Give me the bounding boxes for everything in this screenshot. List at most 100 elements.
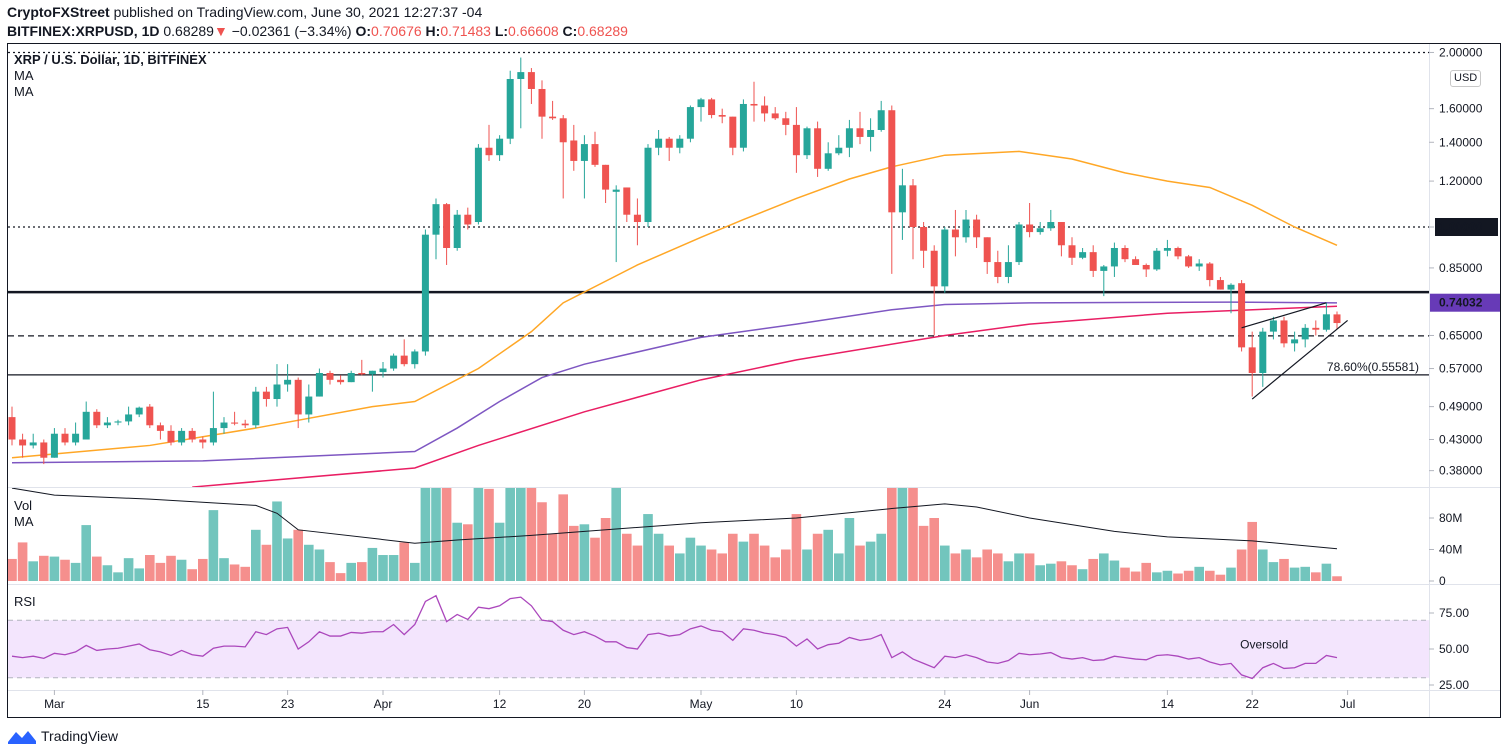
candle[interactable]: [29, 433, 37, 449]
candle[interactable]: [665, 136, 673, 161]
legend-vol-ma[interactable]: MA: [14, 514, 34, 529]
candle[interactable]: [909, 179, 917, 260]
legend-vol[interactable]: Vol: [14, 498, 33, 513]
candle[interactable]: [294, 377, 302, 429]
candle[interactable]: [750, 81, 758, 122]
candle[interactable]: [1206, 262, 1214, 287]
candle[interactable]: [61, 428, 69, 446]
candle[interactable]: [337, 375, 345, 385]
candle[interactable]: [1132, 256, 1140, 265]
candle[interactable]: [1163, 239, 1171, 257]
candle[interactable]: [623, 187, 631, 223]
candle[interactable]: [1110, 242, 1118, 277]
candle[interactable]: [1153, 247, 1161, 271]
candle[interactable]: [1259, 327, 1267, 387]
publisher[interactable]: CryptoFXStreet: [7, 4, 110, 20]
candle[interactable]: [315, 368, 323, 397]
candle[interactable]: [379, 362, 387, 378]
candle[interactable]: [782, 111, 790, 136]
candle[interactable]: [559, 115, 567, 199]
currency-button[interactable]: USD: [1450, 70, 1482, 87]
candle[interactable]: [50, 428, 58, 458]
candle[interactable]: [1079, 247, 1087, 260]
candle[interactable]: [1312, 320, 1320, 336]
candle[interactable]: [655, 129, 663, 156]
candle[interactable]: [973, 214, 981, 248]
candle[interactable]: [82, 401, 90, 440]
candle[interactable]: [496, 135, 504, 161]
candle[interactable]: [167, 425, 175, 446]
candle[interactable]: [814, 121, 822, 177]
candle[interactable]: [1333, 311, 1341, 330]
candle[interactable]: [835, 135, 843, 156]
candle[interactable]: [1227, 283, 1235, 314]
candle[interactable]: [1216, 276, 1224, 290]
candle[interactable]: [856, 111, 864, 145]
candle[interactable]: [400, 339, 408, 367]
candle[interactable]: [824, 142, 832, 171]
candle[interactable]: [1015, 222, 1023, 265]
candle[interactable]: [390, 353, 398, 371]
candle[interactable]: [241, 419, 249, 429]
candle[interactable]: [591, 131, 599, 167]
candle[interactable]: [1280, 316, 1288, 348]
candle[interactable]: [411, 349, 419, 369]
candle[interactable]: [188, 428, 196, 443]
candle[interactable]: [421, 229, 429, 356]
candle[interactable]: [19, 433, 27, 458]
candle[interactable]: [209, 391, 217, 446]
candle[interactable]: [729, 116, 737, 156]
legend-ma-1[interactable]: MA: [14, 68, 34, 83]
candle[interactable]: [888, 105, 896, 274]
candle[interactable]: [718, 108, 726, 124]
candle[interactable]: [612, 185, 620, 263]
candle[interactable]: [114, 419, 122, 426]
candle[interactable]: [464, 207, 472, 230]
candle[interactable]: [1047, 209, 1055, 231]
candle[interactable]: [898, 168, 906, 240]
candle[interactable]: [983, 237, 991, 274]
legend-rsi[interactable]: RSI: [14, 594, 36, 609]
candle[interactable]: [538, 80, 546, 139]
candle[interactable]: [920, 222, 928, 268]
candle[interactable]: [697, 97, 705, 122]
candle[interactable]: [771, 107, 779, 120]
footer-brand[interactable]: TradingView: [7, 728, 118, 744]
candle[interactable]: [506, 70, 514, 145]
legend-title[interactable]: XRP / U.S. Dollar, 1D, BITFINEX: [14, 52, 207, 67]
candle[interactable]: [633, 198, 641, 246]
candle[interactable]: [676, 135, 684, 154]
candle[interactable]: [156, 422, 164, 440]
candle[interactable]: [549, 100, 557, 120]
candle[interactable]: [8, 406, 16, 446]
candle[interactable]: [273, 364, 281, 407]
candle[interactable]: [951, 209, 959, 257]
candle[interactable]: [125, 406, 133, 426]
candle[interactable]: [1004, 245, 1012, 284]
candle[interactable]: [368, 370, 376, 392]
candle[interactable]: [708, 97, 716, 119]
candle[interactable]: [994, 250, 1002, 284]
candle[interactable]: [1195, 259, 1203, 271]
candle[interactable]: [580, 135, 588, 199]
candle[interactable]: [803, 126, 811, 160]
candle[interactable]: [1121, 245, 1129, 263]
candle[interactable]: [305, 384, 313, 423]
candle[interactable]: [347, 370, 355, 383]
candle[interactable]: [1142, 263, 1150, 277]
candle[interactable]: [1269, 316, 1277, 340]
candle[interactable]: [1322, 302, 1330, 332]
candle[interactable]: [485, 124, 493, 161]
candle[interactable]: [739, 99, 747, 152]
candle[interactable]: [1248, 331, 1256, 397]
candle[interactable]: [284, 364, 292, 392]
candle[interactable]: [178, 428, 186, 446]
candle[interactable]: [231, 411, 239, 426]
candle[interactable]: [103, 417, 111, 429]
candle[interactable]: [517, 57, 525, 129]
candle[interactable]: [570, 124, 578, 171]
candle[interactable]: [686, 105, 694, 143]
candle[interactable]: [220, 417, 228, 434]
candle[interactable]: [527, 68, 535, 104]
